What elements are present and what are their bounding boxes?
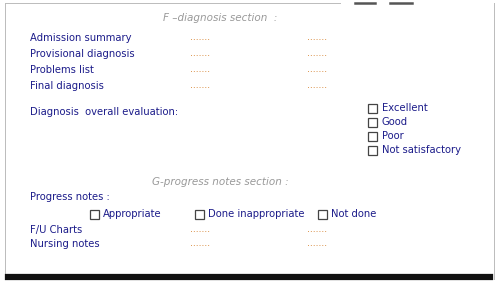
Text: .......: ....... <box>190 34 210 42</box>
Text: Provisional diagnosis: Provisional diagnosis <box>30 49 134 59</box>
Text: Nursing notes: Nursing notes <box>30 239 100 249</box>
Bar <box>195 209 204 219</box>
Text: Not done: Not done <box>331 209 376 219</box>
Text: Problems list: Problems list <box>30 65 94 75</box>
Text: .......: ....... <box>307 34 327 42</box>
Text: .......: ....... <box>190 239 210 249</box>
Bar <box>368 146 377 154</box>
Bar <box>368 118 377 127</box>
Text: Progress notes :: Progress notes : <box>30 192 110 202</box>
Text: Done inappropriate: Done inappropriate <box>208 209 304 219</box>
Text: Diagnosis  overall evaluation:: Diagnosis overall evaluation: <box>30 107 178 117</box>
Text: .......: ....... <box>307 66 327 75</box>
Text: .......: ....... <box>190 66 210 75</box>
Bar <box>90 209 99 219</box>
Bar <box>368 103 377 113</box>
Text: Appropriate: Appropriate <box>103 209 162 219</box>
Text: .......: ....... <box>190 225 210 235</box>
Text: Poor: Poor <box>382 131 404 141</box>
Text: Final diagnosis: Final diagnosis <box>30 81 104 91</box>
Text: .......: ....... <box>190 50 210 59</box>
Text: Admission summary: Admission summary <box>30 33 132 43</box>
Text: .......: ....... <box>307 239 327 249</box>
Text: .......: ....... <box>190 81 210 91</box>
Text: .......: ....... <box>307 81 327 91</box>
Text: .......: ....... <box>307 50 327 59</box>
Text: F/U Charts: F/U Charts <box>30 225 82 235</box>
Text: F –diagnosis section  :: F –diagnosis section : <box>163 13 277 23</box>
Bar <box>318 209 327 219</box>
Text: G-progress notes section :: G-progress notes section : <box>152 177 288 187</box>
Text: Good: Good <box>382 117 408 127</box>
Text: .......: ....... <box>307 225 327 235</box>
Text: Not satisfactory: Not satisfactory <box>382 145 461 155</box>
Bar <box>368 132 377 140</box>
Text: Excellent: Excellent <box>382 103 428 113</box>
